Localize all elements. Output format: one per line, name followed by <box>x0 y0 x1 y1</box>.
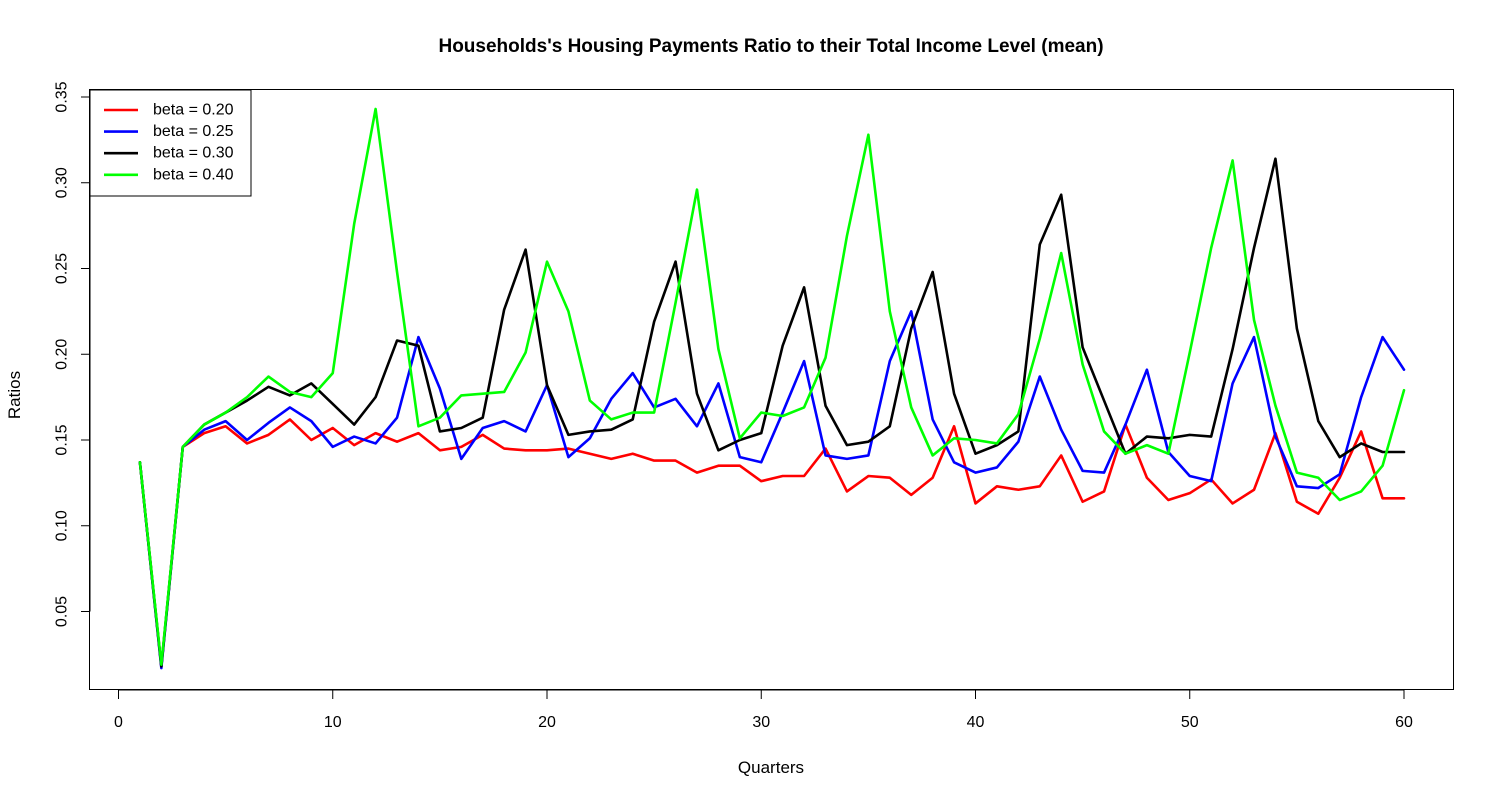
legend-label: beta = 0.20 <box>153 102 234 119</box>
series-line-3 <box>138 157 1406 668</box>
y-tick-label: 0.20 <box>54 339 71 370</box>
series-line-2 <box>138 310 1406 670</box>
series-line-1 <box>138 418 1406 668</box>
x-tick-label: 40 <box>967 714 985 731</box>
x-tick-label: 10 <box>324 714 342 731</box>
x-tick-label: 20 <box>538 714 556 731</box>
series-line-4 <box>138 107 1406 666</box>
x-tick-label: 50 <box>1181 714 1199 731</box>
legend: beta = 0.20 beta = 0.25 beta = 0.30 beta = … <box>89 89 252 197</box>
legend-label: beta = 0.25 <box>153 123 234 140</box>
x-axis: 0 10 20 30 40 50 60 <box>114 689 1413 731</box>
y-tick-label: 0.05 <box>54 596 71 627</box>
series-layer <box>138 107 1406 670</box>
legend-box <box>89 89 252 197</box>
x-tick-label: 60 <box>1395 714 1413 731</box>
legend-label: beta = 0.30 <box>153 145 234 162</box>
chart-title: Households's Housing Payments Ratio to t… <box>438 36 1103 57</box>
y-axis-label: Ratios <box>5 371 24 419</box>
legend-label: beta = 0.40 <box>153 166 234 183</box>
y-tick-label: 0.30 <box>54 167 71 198</box>
y-tick-label: 0.15 <box>54 424 71 455</box>
y-tick-label: 0.25 <box>54 253 71 284</box>
x-axis-label: Quarters <box>738 758 804 777</box>
y-axis: 0.05 0.10 0.15 0.20 0.25 0.30 0.35 <box>54 81 91 627</box>
x-tick-label: 0 <box>114 714 123 731</box>
x-tick-label: 30 <box>752 714 770 731</box>
y-tick-label: 0.35 <box>54 81 71 112</box>
y-tick-label: 0.10 <box>54 510 71 541</box>
